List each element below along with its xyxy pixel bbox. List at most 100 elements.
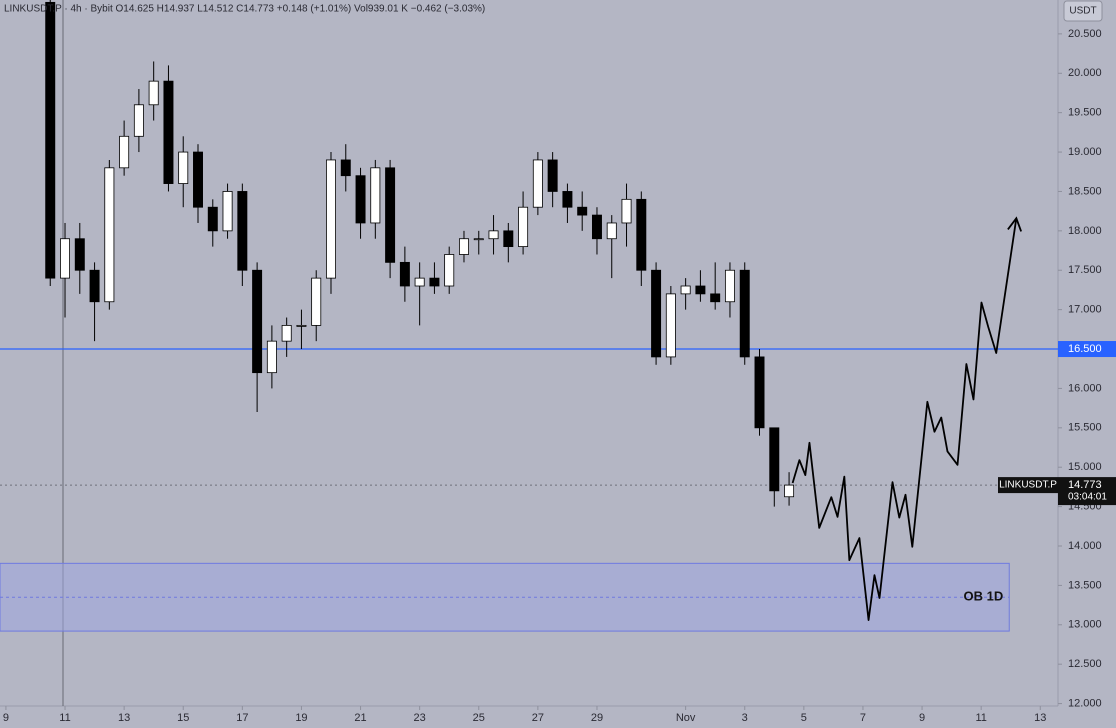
y-tick-label: 19.500 <box>1068 107 1102 119</box>
y-tick-label: 15.500 <box>1068 422 1102 434</box>
y-tick-label: 18.000 <box>1068 225 1102 237</box>
candle-body <box>370 167 381 224</box>
candle-body <box>680 285 691 295</box>
zone-label: OB 1D <box>964 589 1004 604</box>
candle-body <box>739 269 750 358</box>
x-tick-label: Nov <box>676 712 696 724</box>
y-tick-label: 17.000 <box>1068 304 1102 316</box>
candle-body <box>651 269 662 358</box>
candle-body <box>429 277 440 287</box>
x-tick-label: 17 <box>236 712 248 724</box>
x-tick-label: 9 <box>919 712 925 724</box>
candle-body <box>784 484 795 498</box>
candle-body <box>473 238 484 241</box>
candle-body <box>459 238 469 255</box>
candle-body <box>74 238 85 271</box>
candle-body <box>148 80 159 106</box>
candle-body <box>606 222 617 240</box>
x-tick-label: 13 <box>118 712 130 724</box>
currency-box[interactable] <box>1063 0 1103 22</box>
x-tick-label: 19 <box>295 712 307 724</box>
candle-body <box>591 214 602 240</box>
countdown-label: 03:04:01 <box>1068 492 1107 503</box>
candle-body <box>636 198 647 271</box>
y-tick-label: 19.000 <box>1068 146 1102 158</box>
y-tick-label: 14.000 <box>1068 540 1102 552</box>
candle-body <box>104 167 115 303</box>
y-tick-label: 20.500 <box>1068 28 1102 40</box>
candle-body <box>399 261 410 287</box>
x-tick-label: 25 <box>473 712 485 724</box>
candle-body <box>724 269 735 303</box>
candle-body <box>311 277 322 326</box>
candle-body <box>488 230 499 240</box>
candle-body <box>296 324 307 327</box>
candle-body <box>414 277 425 287</box>
candle-body <box>266 340 277 374</box>
candle-body <box>89 269 100 303</box>
y-tick-label: 12.000 <box>1068 697 1102 709</box>
candle-body <box>60 238 70 279</box>
candle-body <box>665 293 676 358</box>
y-tick-label: 20.000 <box>1068 67 1102 79</box>
x-tick-label: 11 <box>59 712 70 724</box>
candle-body <box>710 293 721 303</box>
price-label: 16.500 <box>1068 343 1102 355</box>
candle-body <box>237 191 248 271</box>
y-tick-label: 13.000 <box>1068 619 1102 631</box>
currency[interactable]: USDT <box>1069 6 1096 17</box>
x-tick-label: 23 <box>414 712 426 724</box>
legend: LINKUSDT.P · 4h · Bybit O14.625 H14.937 … <box>4 4 485 15</box>
x-tick-label: 5 <box>801 712 807 724</box>
x-tick-label: 13 <box>1034 712 1046 724</box>
candle-body <box>119 135 130 169</box>
projection-arrowhead <box>1007 216 1023 232</box>
candle-body <box>754 356 765 429</box>
candle-body <box>562 191 573 208</box>
candle-body <box>222 191 233 232</box>
symbol-box <box>998 477 1058 494</box>
candle-body <box>577 206 588 216</box>
candle-body <box>503 230 514 248</box>
candle-body <box>695 285 706 295</box>
candle-body <box>547 159 558 192</box>
y-tick-label: 18.500 <box>1068 185 1102 197</box>
candle-body <box>355 175 366 224</box>
candle-body <box>769 427 780 492</box>
projection-path <box>791 218 1018 621</box>
x-tick-label: 21 <box>354 712 366 724</box>
y-tick-label: 15.000 <box>1068 461 1102 473</box>
candle-body <box>444 254 455 287</box>
last-price-label: 14.773 <box>1068 479 1102 491</box>
candle-body <box>340 159 351 177</box>
candle-body <box>163 80 174 184</box>
candle-body <box>518 206 529 248</box>
price-label-box <box>1058 341 1116 358</box>
candle-body <box>45 1 56 279</box>
candle-body <box>133 104 144 137</box>
symbol-label: LINKUSDT.P <box>999 480 1057 491</box>
candle-body <box>252 269 263 374</box>
y-tick-label: 13.500 <box>1068 579 1102 591</box>
x-tick-label: 27 <box>532 712 544 724</box>
x-tick-label: 7 <box>860 712 866 724</box>
x-tick-label: 29 <box>591 712 603 724</box>
candle-body <box>532 159 543 208</box>
y-tick-label: 17.500 <box>1068 264 1102 276</box>
y-tick-label: 16.000 <box>1068 382 1102 394</box>
last-price-box <box>1058 477 1116 506</box>
candle-body <box>207 206 218 232</box>
x-tick-label: 9 <box>3 712 9 724</box>
candle-body <box>326 159 336 279</box>
x-tick-label: 15 <box>177 712 189 724</box>
candle-body <box>281 324 292 342</box>
plot-area: OB 1D <box>0 0 1058 632</box>
candle-body <box>193 151 203 208</box>
candle-body <box>385 167 396 263</box>
candle-body <box>621 198 632 224</box>
x-tick-label: 3 <box>742 712 748 724</box>
y-tick-label: 12.500 <box>1068 658 1102 670</box>
candle-body <box>178 151 189 184</box>
